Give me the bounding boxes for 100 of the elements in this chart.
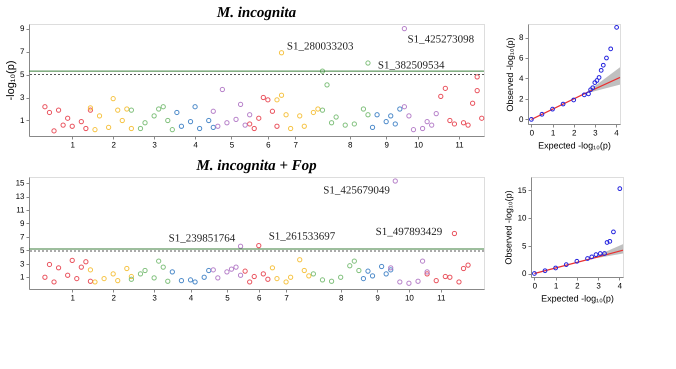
point	[550, 106, 555, 112]
point	[233, 116, 239, 122]
point	[447, 274, 452, 280]
annotation: S1_239851764	[168, 232, 236, 245]
point	[165, 278, 170, 284]
y-tick-label: 1	[20, 272, 26, 282]
point	[88, 105, 94, 110]
x-tick-label: 4	[614, 128, 620, 138]
y-tick-label: 9	[20, 24, 26, 34]
point	[608, 46, 614, 52]
point	[320, 277, 326, 283]
point	[352, 258, 357, 264]
x-tick-label: 4	[193, 140, 198, 150]
point	[560, 102, 566, 106]
y-tick-label: 7	[20, 232, 26, 242]
point	[315, 106, 321, 112]
y-tick-label: 8	[519, 33, 524, 42]
point	[474, 88, 480, 94]
point	[334, 114, 339, 120]
point	[242, 122, 248, 128]
point	[420, 258, 426, 264]
x-tick-label: 10	[404, 294, 414, 302]
point	[92, 127, 98, 132]
point	[474, 74, 480, 80]
x-tick-label: 7	[284, 294, 290, 302]
point	[78, 264, 84, 270]
y-tick-label: 15	[518, 186, 528, 195]
point	[370, 124, 376, 130]
point	[384, 119, 389, 124]
point	[310, 110, 316, 116]
point	[306, 273, 312, 278]
point	[392, 178, 398, 184]
point	[46, 262, 52, 268]
point	[156, 258, 162, 264]
point	[410, 127, 416, 132]
x-tick-label: 8	[348, 140, 354, 150]
point	[611, 230, 616, 234]
point	[447, 118, 452, 124]
x-tick-label: 0	[532, 282, 538, 290]
point	[224, 120, 230, 126]
x-tick-label: 8	[338, 294, 344, 302]
point	[582, 92, 587, 98]
x-tick-label: 11	[437, 294, 446, 302]
point	[604, 56, 609, 60]
y-axis-title: -log₁₀(p)	[5, 60, 18, 101]
point	[115, 278, 120, 284]
point	[256, 242, 262, 248]
point	[51, 279, 57, 285]
point	[360, 276, 366, 282]
point	[328, 120, 334, 126]
point	[438, 94, 444, 99]
point	[142, 268, 148, 274]
point	[156, 106, 162, 112]
point	[78, 119, 84, 124]
point	[178, 124, 184, 129]
x-tick-label: 11	[455, 140, 464, 150]
point	[424, 119, 430, 124]
x-tick-label: 9	[384, 140, 390, 150]
point	[360, 106, 366, 112]
point	[178, 278, 184, 284]
point	[124, 266, 130, 272]
point	[365, 112, 371, 118]
point	[588, 87, 593, 92]
point	[585, 256, 590, 261]
point	[479, 116, 484, 121]
x-tick-label: 1	[550, 128, 556, 138]
point	[210, 267, 216, 272]
point	[392, 121, 398, 127]
x-tick-label: 7	[293, 140, 298, 150]
point	[110, 271, 116, 276]
point	[247, 279, 252, 285]
point	[252, 126, 257, 132]
point	[247, 112, 252, 118]
point	[128, 274, 134, 280]
point	[265, 276, 270, 282]
point	[283, 112, 289, 118]
x-tick-label: 5	[225, 294, 230, 302]
point	[128, 276, 134, 282]
point	[542, 268, 548, 274]
point	[188, 119, 194, 124]
point	[160, 264, 166, 270]
point	[456, 279, 462, 285]
annotation: S1_280033203	[286, 40, 354, 52]
point	[197, 126, 202, 132]
point	[210, 108, 216, 114]
x-tick-label: 6	[266, 140, 272, 150]
point	[442, 86, 448, 91]
point	[247, 121, 252, 127]
y-tick-label: 2	[519, 94, 524, 104]
y-tick-label: 13	[16, 192, 26, 202]
point	[365, 60, 371, 66]
x-tick-label: 9	[375, 294, 380, 302]
point	[110, 96, 116, 102]
point	[83, 126, 88, 132]
point	[302, 268, 307, 274]
point	[128, 108, 134, 113]
x-tick-label: 2	[111, 294, 116, 302]
point	[83, 259, 88, 264]
y-tick-label: 5	[20, 246, 26, 255]
y-axis-title: Observed -log₁₀(p)	[505, 37, 516, 112]
